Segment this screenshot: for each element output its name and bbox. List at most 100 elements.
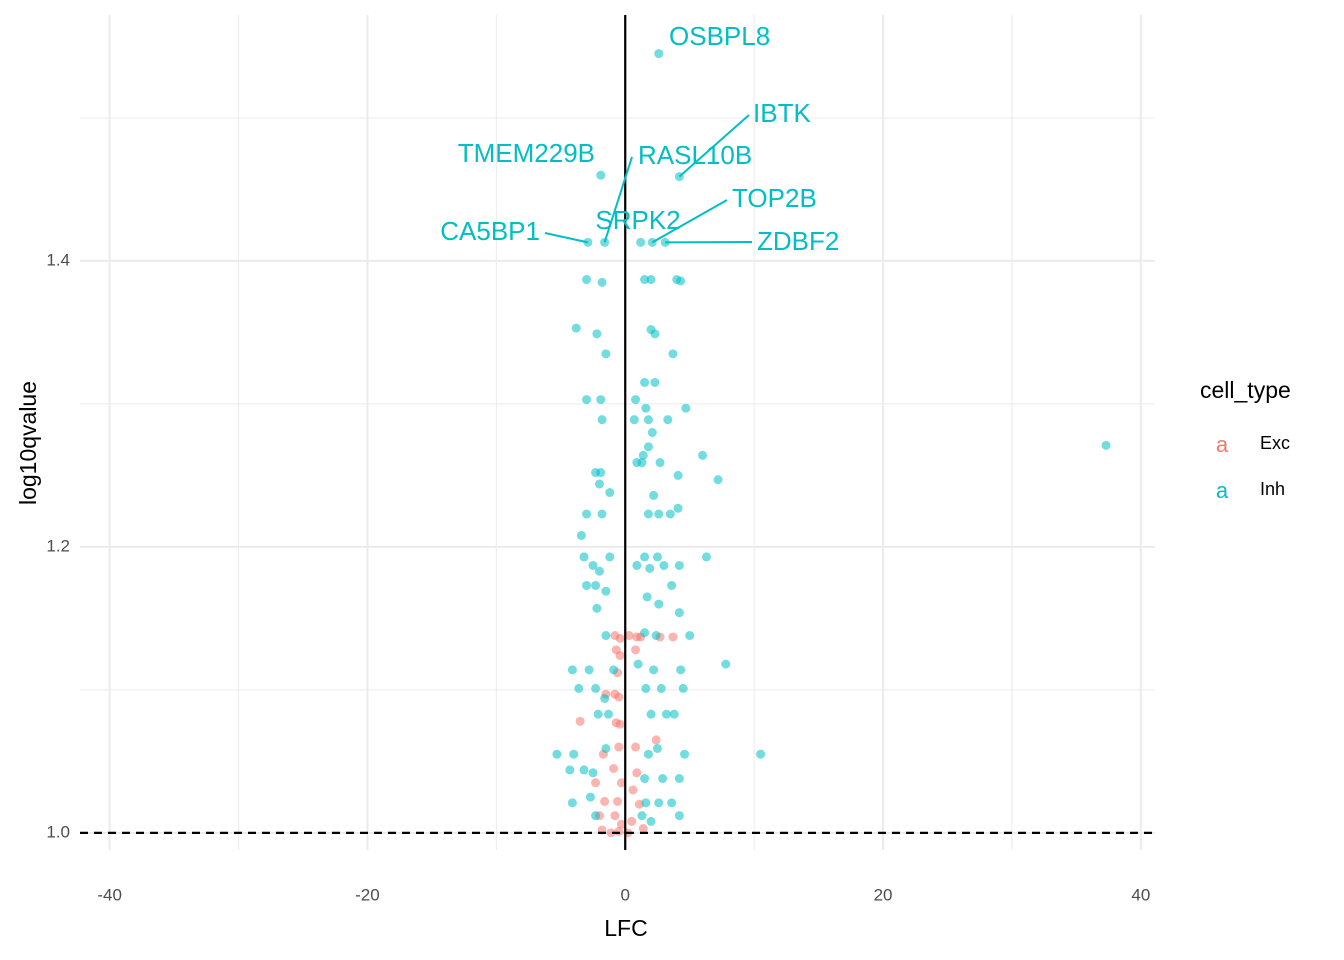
point bbox=[596, 468, 606, 478]
point bbox=[576, 530, 586, 540]
point bbox=[582, 580, 592, 590]
point bbox=[592, 603, 602, 613]
point bbox=[597, 509, 607, 519]
point-label: ZDBF2 bbox=[757, 226, 839, 256]
point bbox=[640, 774, 650, 784]
label-connector bbox=[603, 156, 633, 243]
point bbox=[582, 275, 592, 285]
point bbox=[652, 743, 662, 753]
point bbox=[593, 709, 603, 719]
point bbox=[633, 659, 643, 669]
point bbox=[579, 552, 589, 562]
point bbox=[628, 785, 638, 795]
point bbox=[640, 552, 650, 562]
point bbox=[641, 683, 651, 693]
point bbox=[632, 560, 642, 570]
point bbox=[596, 170, 606, 180]
point bbox=[681, 403, 691, 413]
point bbox=[650, 329, 660, 339]
point bbox=[597, 415, 607, 425]
point bbox=[614, 826, 624, 836]
point bbox=[594, 479, 604, 489]
point bbox=[673, 470, 683, 480]
point bbox=[756, 749, 766, 759]
point bbox=[650, 377, 660, 387]
point bbox=[643, 415, 653, 425]
point bbox=[574, 683, 584, 693]
point bbox=[641, 798, 651, 808]
point bbox=[667, 798, 677, 808]
point bbox=[609, 764, 619, 774]
legend-key: a bbox=[1216, 432, 1229, 457]
y-tick-label: 1.4 bbox=[46, 250, 70, 269]
legend-label: Inh bbox=[1260, 479, 1285, 499]
point bbox=[654, 49, 664, 59]
point bbox=[674, 811, 684, 821]
point bbox=[601, 586, 611, 596]
point bbox=[651, 735, 661, 745]
point bbox=[673, 503, 683, 513]
point bbox=[552, 749, 562, 759]
legend-key: a bbox=[1216, 478, 1229, 503]
point bbox=[624, 631, 634, 641]
point bbox=[588, 560, 598, 570]
point bbox=[652, 552, 662, 562]
point bbox=[668, 632, 678, 642]
point bbox=[591, 683, 601, 693]
point bbox=[591, 811, 601, 821]
point bbox=[643, 749, 653, 759]
point-label: OSBPL8 bbox=[669, 21, 770, 51]
point bbox=[614, 742, 624, 752]
point bbox=[656, 683, 666, 693]
point bbox=[601, 631, 611, 641]
point bbox=[645, 563, 655, 573]
point bbox=[569, 749, 579, 759]
x-tick-label: 40 bbox=[1131, 885, 1150, 904]
point bbox=[698, 450, 708, 460]
point bbox=[615, 719, 625, 729]
point bbox=[610, 811, 620, 821]
point bbox=[674, 560, 684, 570]
point bbox=[614, 692, 624, 702]
point bbox=[632, 768, 642, 778]
point bbox=[637, 811, 647, 821]
legend-label: Exc bbox=[1260, 433, 1290, 453]
point bbox=[646, 275, 656, 285]
y-tick-label: 1.0 bbox=[46, 822, 70, 841]
point bbox=[674, 608, 684, 618]
legend-title: cell_type bbox=[1200, 377, 1291, 403]
point-label: SRPK2 bbox=[595, 205, 680, 235]
point bbox=[571, 323, 581, 333]
point bbox=[676, 665, 686, 675]
point bbox=[631, 395, 641, 405]
point bbox=[616, 778, 626, 788]
x-tick-label: 20 bbox=[874, 885, 893, 904]
point bbox=[605, 488, 615, 498]
point bbox=[647, 428, 657, 437]
point bbox=[669, 709, 679, 719]
label-connector bbox=[651, 199, 728, 244]
point bbox=[629, 415, 639, 425]
point bbox=[649, 665, 659, 675]
point-label: RASL10B bbox=[638, 140, 752, 170]
point bbox=[582, 395, 592, 405]
point bbox=[641, 403, 651, 413]
point bbox=[600, 693, 610, 703]
point bbox=[643, 509, 653, 519]
point bbox=[713, 475, 723, 485]
point bbox=[582, 509, 592, 519]
point bbox=[678, 683, 688, 693]
point bbox=[603, 709, 613, 719]
point bbox=[616, 819, 626, 829]
point bbox=[565, 765, 575, 775]
point bbox=[615, 651, 625, 661]
point bbox=[567, 798, 577, 808]
point bbox=[592, 329, 602, 339]
point bbox=[721, 659, 731, 669]
x-axis-title: LFC bbox=[604, 915, 647, 941]
point bbox=[701, 552, 711, 562]
point bbox=[642, 592, 652, 602]
point bbox=[654, 798, 664, 808]
point bbox=[613, 796, 622, 806]
